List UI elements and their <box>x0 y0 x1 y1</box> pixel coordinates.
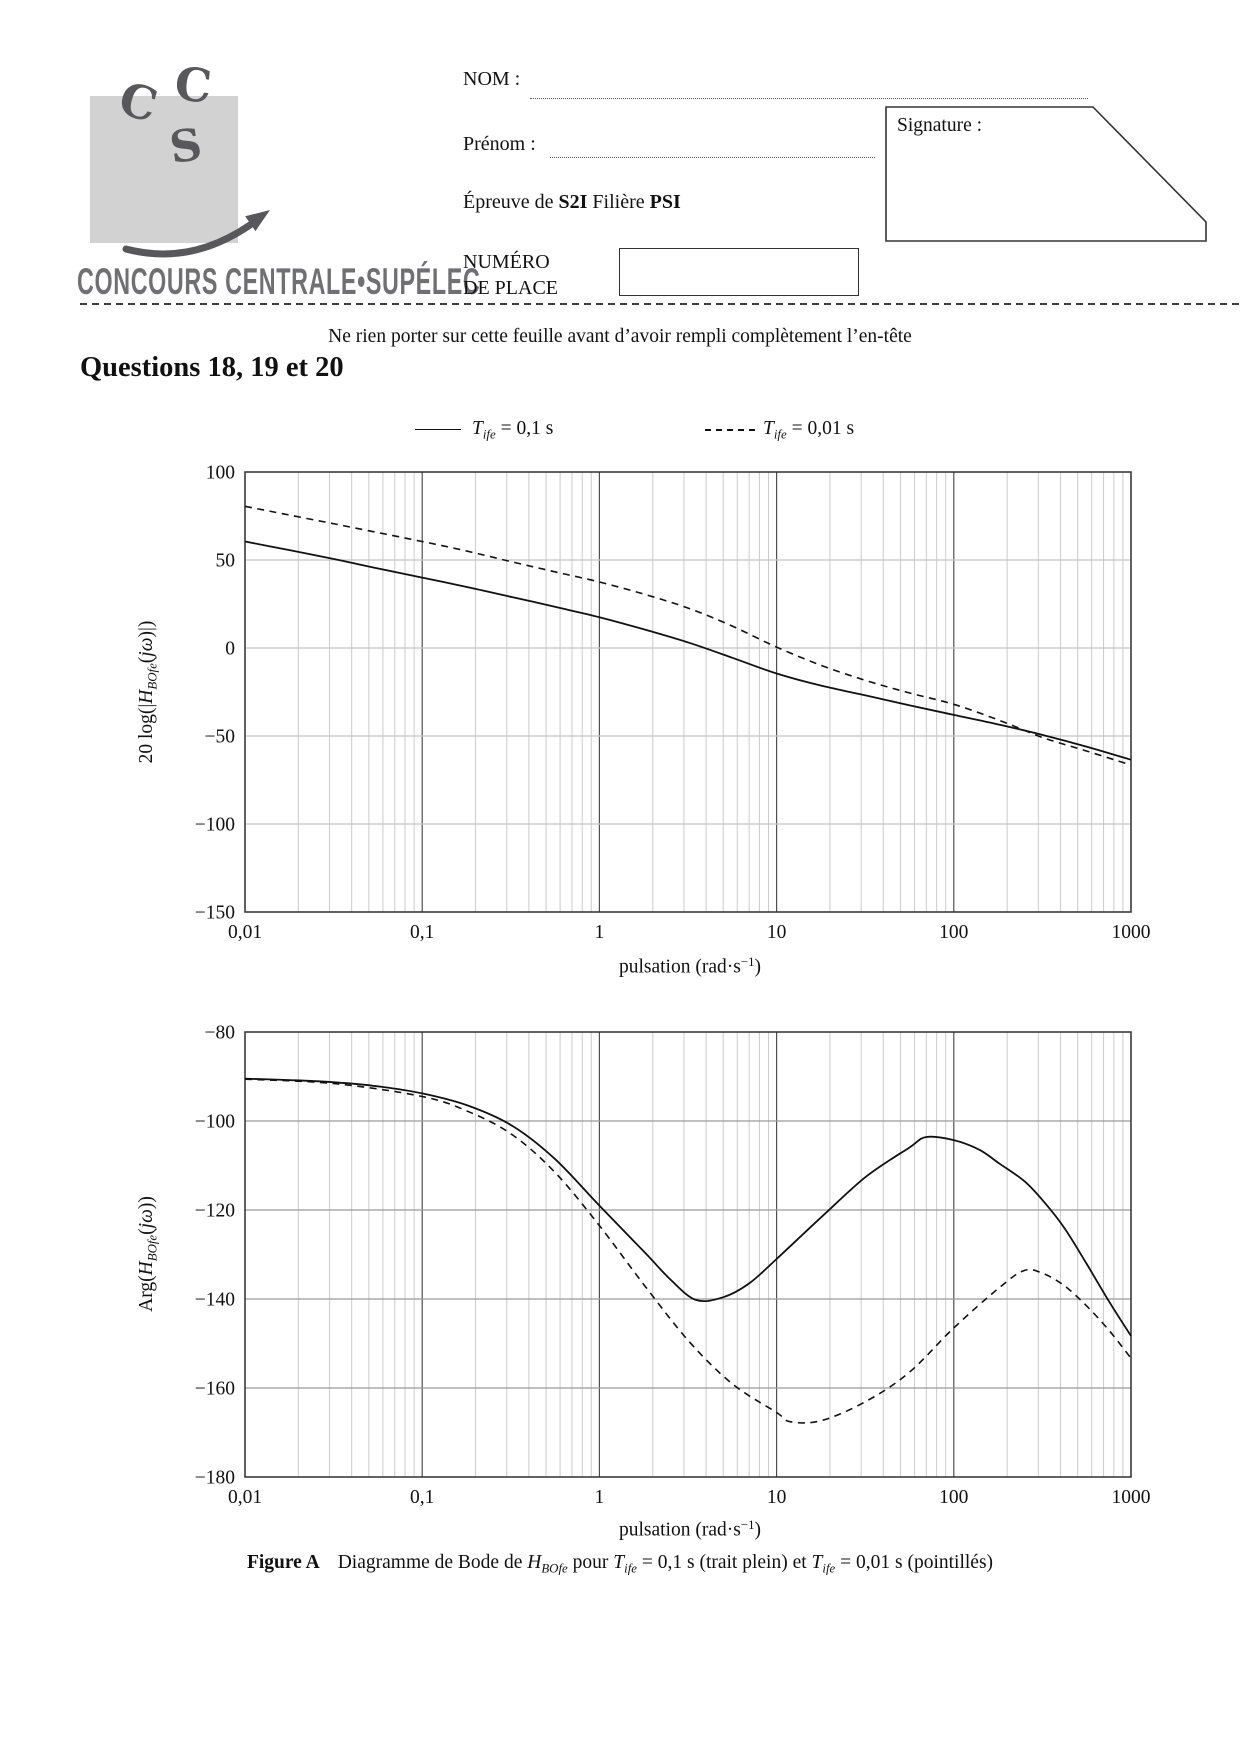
figure-caption-tag: Figure A <box>246 1552 320 1573</box>
numero-de-place-label: NUMÉRO DE PLACE <box>463 249 558 301</box>
x-tick-label: 1 <box>595 1487 605 1508</box>
phase-x-axis-label: pulsation (rad·s−1) <box>618 1518 762 1541</box>
y-tick-label: −50 <box>205 727 236 748</box>
y-tick-label: −100 <box>195 815 235 836</box>
x-tick-label: 1 <box>595 922 605 943</box>
notice-text: Ne rien porter sur cette feuille avant d… <box>328 326 912 347</box>
x-tick-label: 0,1 <box>410 922 434 943</box>
legend-solid-label: Tife = 0,1 s <box>472 418 554 442</box>
series-solid <box>244 540 1132 761</box>
legend-solid-sample <box>415 429 461 430</box>
phase-y-axis-label: Arg(HBOfe(jω)) <box>136 1196 160 1312</box>
magnitude-y-axis-label: 20 log(|HBOfe(jω)|) <box>136 620 160 764</box>
numero-label-line1: NUMÉRO <box>463 251 550 273</box>
y-tick-label: −150 <box>195 903 235 924</box>
logo-arrow-icon <box>122 210 270 258</box>
prenom-label: Prénom : <box>463 133 536 155</box>
x-tick-label: 100 <box>939 1487 968 1508</box>
y-tick-label: −80 <box>205 1023 236 1044</box>
nom-input-line[interactable] <box>530 82 1088 99</box>
concours-wordmark: CONCOURS CENTRALE•SUPÉLEC <box>77 261 481 302</box>
nom-label: NOM : <box>463 68 521 90</box>
x-tick-label: 1000 <box>1112 922 1151 943</box>
prenom-input-line[interactable] <box>550 141 875 158</box>
x-tick-label: 0,1 <box>410 1487 434 1508</box>
x-tick-label: 0,01 <box>228 922 262 943</box>
signature-box[interactable]: Signature : <box>880 100 1220 252</box>
header-separator <box>80 303 1240 305</box>
x-tick-label: 100 <box>939 922 968 943</box>
x-tick-label: 1000 <box>1112 1487 1151 1508</box>
legend-dashed-sample <box>705 429 755 431</box>
y-tick-label: −100 <box>195 1112 235 1133</box>
logo-letter-c2: C <box>172 56 215 114</box>
numero-de-place-box[interactable] <box>619 248 859 296</box>
epreuve-line: Épreuve de S2I Filière PSI <box>463 191 681 213</box>
ccs-logo: C C S <box>90 56 270 258</box>
series-dashed <box>244 505 1132 766</box>
x-tick-label: 10 <box>767 1487 787 1508</box>
x-tick-label: 0,01 <box>228 1487 262 1508</box>
page-title: Questions 18, 19 et 20 <box>80 352 344 383</box>
y-tick-label: −180 <box>195 1468 235 1489</box>
y-tick-label: −160 <box>195 1379 235 1400</box>
y-tick-label: 50 <box>216 551 236 572</box>
x-tick-label: 10 <box>767 922 787 943</box>
series-solid <box>244 1077 1132 1337</box>
y-tick-label: 100 <box>206 463 235 484</box>
y-tick-label: −120 <box>195 1201 235 1222</box>
numero-label-line2: DE PLACE <box>463 277 558 299</box>
magnitude-x-axis-label: pulsation (rad·s−1) <box>618 955 762 978</box>
signature-label: Signature : <box>897 115 982 136</box>
figure-caption-text: Diagramme de Bode de HBOfe pour Tife = 0… <box>337 1552 994 1576</box>
figure-caption: Figure A Diagramme de Bode de HBOfe pour … <box>0 1552 1240 1576</box>
y-tick-label: −140 <box>195 1290 235 1311</box>
logo-letter-c1: C <box>113 70 164 134</box>
y-tick-label: 0 <box>225 639 235 660</box>
series-dashed <box>244 1078 1132 1424</box>
legend-dashed-label: Tife = 0,01 s <box>763 418 855 442</box>
